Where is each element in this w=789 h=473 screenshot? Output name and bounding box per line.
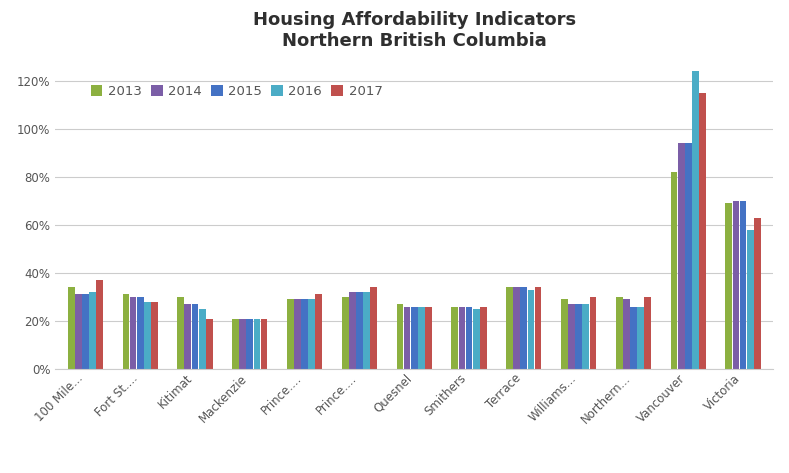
Bar	[561, 299, 568, 369]
Bar	[136, 297, 144, 369]
Bar	[732, 201, 739, 369]
Bar	[747, 230, 753, 369]
Bar	[630, 307, 637, 369]
Bar	[246, 318, 253, 369]
Title: Housing Affordability Indicators
Northern British Columbia: Housing Affordability Indicators Norther…	[252, 11, 576, 50]
Bar	[514, 287, 520, 369]
Bar	[122, 295, 129, 369]
Bar	[528, 289, 534, 369]
Bar	[370, 287, 377, 369]
Bar	[671, 172, 678, 369]
Bar	[239, 318, 246, 369]
Bar	[397, 304, 403, 369]
Bar	[287, 299, 294, 369]
Bar	[356, 292, 363, 369]
Bar	[645, 297, 651, 369]
Bar	[199, 309, 205, 369]
Bar	[466, 307, 473, 369]
Bar	[253, 318, 260, 369]
Bar	[692, 71, 699, 369]
Bar	[68, 287, 74, 369]
Bar	[144, 302, 151, 369]
Bar	[206, 318, 212, 369]
Bar	[308, 299, 315, 369]
Bar	[185, 304, 191, 369]
Bar	[96, 280, 103, 369]
Bar	[685, 143, 692, 369]
Bar	[342, 297, 349, 369]
Bar	[129, 297, 136, 369]
Bar	[75, 295, 81, 369]
Bar	[575, 304, 582, 369]
Bar	[458, 307, 466, 369]
Bar	[316, 295, 322, 369]
Bar	[418, 307, 424, 369]
Bar	[301, 299, 308, 369]
Bar	[616, 297, 623, 369]
Legend: 2013, 2014, 2015, 2016, 2017: 2013, 2014, 2015, 2016, 2017	[91, 85, 383, 98]
Bar	[349, 292, 356, 369]
Bar	[192, 304, 198, 369]
Bar	[623, 299, 630, 369]
Bar	[535, 287, 541, 369]
Bar	[151, 302, 158, 369]
Bar	[507, 287, 513, 369]
Bar	[294, 299, 301, 369]
Bar	[754, 218, 761, 369]
Bar	[232, 318, 239, 369]
Bar	[425, 307, 432, 369]
Bar	[582, 304, 589, 369]
Bar	[411, 307, 417, 369]
Bar	[451, 307, 458, 369]
Bar	[480, 307, 487, 369]
Bar	[678, 143, 685, 369]
Bar	[82, 295, 88, 369]
Bar	[568, 304, 575, 369]
Bar	[638, 307, 644, 369]
Bar	[473, 309, 480, 369]
Bar	[178, 297, 184, 369]
Bar	[699, 93, 706, 369]
Bar	[260, 318, 267, 369]
Bar	[404, 307, 410, 369]
Bar	[589, 297, 596, 369]
Bar	[363, 292, 370, 369]
Bar	[89, 292, 96, 369]
Bar	[725, 203, 732, 369]
Bar	[740, 201, 746, 369]
Bar	[521, 287, 527, 369]
